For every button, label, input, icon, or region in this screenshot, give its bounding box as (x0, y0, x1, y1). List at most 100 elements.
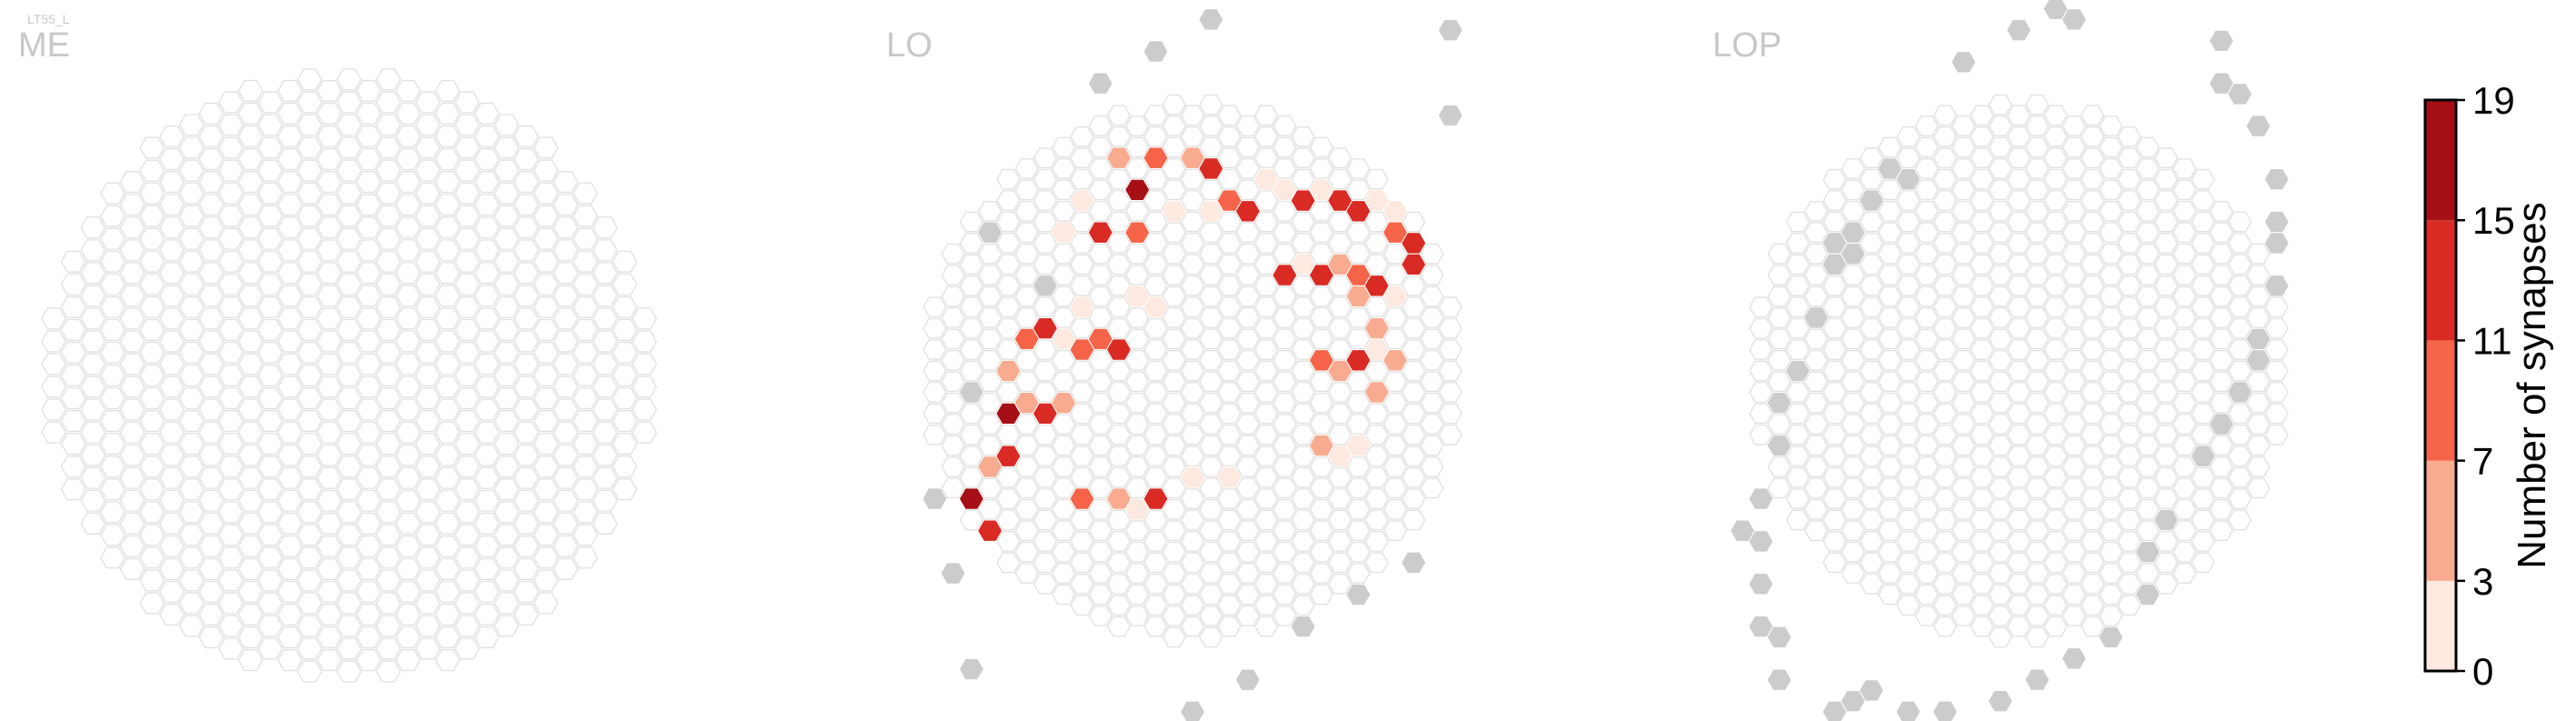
hex-empty-column (1033, 360, 1057, 382)
hex-empty-column (2006, 275, 2032, 296)
hex-empty-column (1878, 200, 1902, 222)
hex-empty-column (2264, 424, 2289, 446)
hex-empty-column (1932, 233, 1958, 254)
hex-empty-column (434, 148, 461, 171)
hex-empty-column (395, 125, 421, 148)
hex-empty-column (454, 433, 480, 456)
hex-empty-column (533, 273, 559, 295)
hex-empty-column (2191, 254, 2215, 275)
hex-empty-column (1822, 168, 1847, 190)
hex-empty-column (2172, 200, 2197, 222)
hex-outside-column (1859, 190, 1883, 211)
hex-empty-column (1952, 520, 1976, 542)
hex-empty-column (139, 273, 165, 295)
cell-type-label: LT55_L (27, 12, 70, 26)
hex-empty-column (2043, 616, 2068, 637)
hex-empty-column (553, 262, 579, 285)
hex-empty-column (959, 254, 983, 275)
hex-empty-column (1970, 616, 1994, 637)
hex-empty-column (454, 91, 480, 114)
hex-empty-column (1309, 541, 1333, 563)
hex-empty-column (2043, 531, 2068, 552)
hex-empty-column (2246, 371, 2271, 393)
hex-empty-column (1070, 509, 1094, 531)
hex-empty-column (218, 250, 244, 273)
hex-empty-column (1162, 285, 1186, 307)
hex-empty-column (1180, 616, 1205, 637)
hex-empty-column (1070, 531, 1094, 552)
hex-empty-column (2025, 94, 2050, 115)
hex-empty-column (1309, 584, 1333, 606)
hex-empty-column (941, 456, 965, 477)
hex-empty-column (2062, 158, 2086, 179)
hex-empty-column (454, 318, 480, 341)
hex-empty-column (1180, 317, 1205, 339)
hex-empty-column (1749, 382, 1773, 403)
hex-empty-column (1878, 285, 1902, 307)
hex-empty-column (2025, 285, 2050, 307)
hex-empty-column (533, 182, 559, 205)
hex-empty-column (632, 398, 657, 421)
hex-empty-column (395, 466, 421, 489)
hex-empty-column (2080, 424, 2105, 446)
hex-empty-column (1217, 211, 1242, 233)
hex-empty-column (1106, 595, 1132, 616)
hex-empty-column (553, 466, 579, 489)
hex-empty-column (119, 239, 145, 262)
hex-empty-column (1914, 392, 1939, 414)
hex-empty-column (2006, 531, 2032, 552)
hex-empty-column (434, 535, 461, 557)
hex-empty-column (494, 227, 520, 250)
hex-empty-column (1199, 626, 1223, 648)
hex-empty-column (1970, 233, 1994, 254)
hex-empty-column (533, 546, 559, 569)
hex-empty-column (1033, 446, 1057, 467)
hex-empty-column (1896, 573, 1921, 595)
hex-empty-column (2006, 616, 2032, 637)
hex-empty-column (395, 557, 421, 580)
hex-outside-column (2135, 584, 2160, 606)
hex-empty-column (1309, 158, 1333, 179)
hex-empty-column (1785, 317, 1810, 339)
hex-empty-column (573, 524, 598, 546)
hex-empty-column (1235, 265, 1260, 285)
hex-empty-column (2099, 541, 2123, 563)
hex-empty-column (2025, 136, 2050, 158)
hex-empty-column (1309, 414, 1333, 435)
hex-empty-column (316, 421, 343, 444)
hex-empty-column (2080, 147, 2105, 169)
hex-outside-column (1749, 531, 1773, 552)
hex-empty-column (2043, 147, 2068, 169)
hex-empty-column (336, 386, 362, 410)
hex-empty-column (1291, 360, 1315, 382)
hex-empty-column (1402, 211, 1426, 233)
hex-empty-column (395, 102, 421, 125)
hex-empty-column (1291, 595, 1315, 616)
hex-empty-column (923, 339, 947, 360)
hex-empty-column (414, 592, 441, 615)
hex-empty-column (1988, 158, 2012, 179)
hex-empty-column (1328, 296, 1353, 318)
hex-empty-column (1914, 328, 1939, 350)
hex-empty-column (1346, 371, 1371, 393)
hex-empty-column (316, 171, 343, 194)
hex-empty-column (2172, 243, 2197, 265)
hex-empty-column (553, 489, 579, 512)
hex-empty-column (434, 444, 461, 466)
hex-empty-column (1088, 584, 1113, 606)
hex-empty-column (1180, 211, 1205, 233)
hex-empty-column (2154, 552, 2179, 574)
hex-synapse-cell (1033, 317, 1057, 339)
hex-empty-column (1841, 520, 1865, 542)
hex-empty-column (1952, 371, 1976, 393)
hex-empty-column (2117, 488, 2142, 509)
hex-empty-column (474, 557, 500, 580)
hex-empty-column (178, 295, 205, 318)
hex-empty-column (1970, 531, 1994, 552)
hex-empty-column (494, 615, 520, 637)
hex-empty-column (1143, 360, 1168, 382)
hex-outside-column (2246, 115, 2271, 136)
hex-synapse-cell (1273, 265, 1297, 285)
hex-empty-column (1364, 552, 1389, 574)
hex-empty-column (1291, 125, 1315, 147)
